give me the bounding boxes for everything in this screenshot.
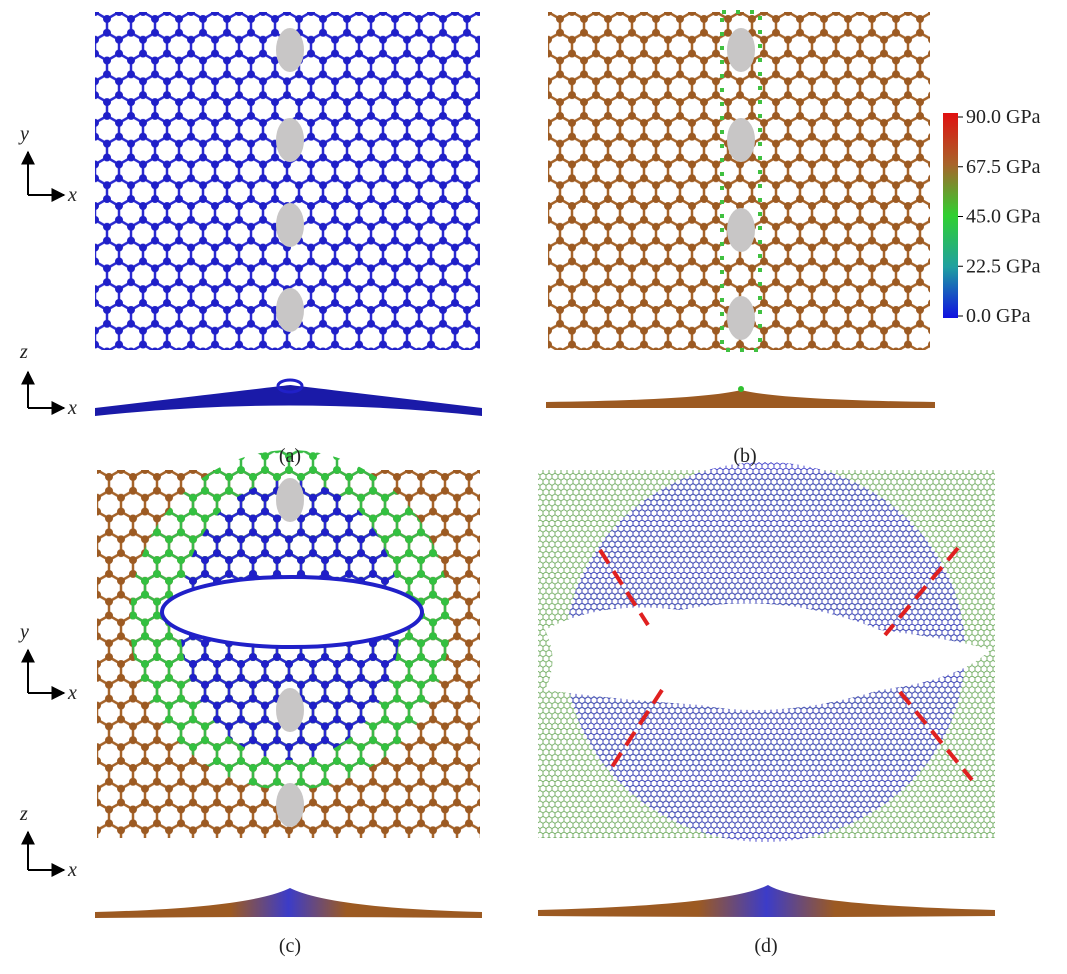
axis-label: y (18, 621, 29, 643)
crack (160, 575, 424, 649)
panel-a (95, 12, 482, 416)
colorbar-label: 67.5 GPa (966, 156, 1041, 178)
panel-label: (c) (279, 935, 301, 957)
colorbar (943, 113, 958, 318)
colorbar-labels: 90.0 GPa 67.5 GPa 45.0 GPa 22.5 GPa 0.0 GPa (958, 106, 1041, 327)
side-view (538, 885, 995, 917)
panel-d (538, 462, 995, 917)
colorbar-label: 90.0 GPa (966, 106, 1041, 128)
panel-b (546, 10, 958, 408)
side-view (95, 385, 482, 416)
axis-label: x (67, 184, 77, 206)
panel-c (95, 450, 482, 918)
defects (276, 28, 304, 332)
colorbar-label: 0.0 GPa (966, 305, 1031, 327)
slip-lines (598, 546, 974, 782)
defects (276, 478, 304, 827)
panel-label: (b) (733, 445, 756, 467)
axis-label: z (19, 341, 28, 363)
stressed-column (720, 10, 762, 352)
axis-label: z (19, 803, 28, 825)
axis-label: x (67, 682, 77, 704)
defects (727, 28, 755, 340)
axis-label: y (18, 123, 29, 145)
side-view (546, 390, 935, 408)
colorbar-label: 45.0 GPa (966, 206, 1041, 228)
axis-label: x (67, 859, 77, 881)
side-view (95, 888, 482, 918)
panel-label: (a) (279, 445, 301, 467)
axis-icons (21, 150, 66, 877)
panel-label: (d) (754, 935, 777, 957)
axis-label: x (67, 397, 77, 419)
colorbar-label: 22.5 GPa (966, 255, 1041, 277)
crack (545, 603, 990, 710)
